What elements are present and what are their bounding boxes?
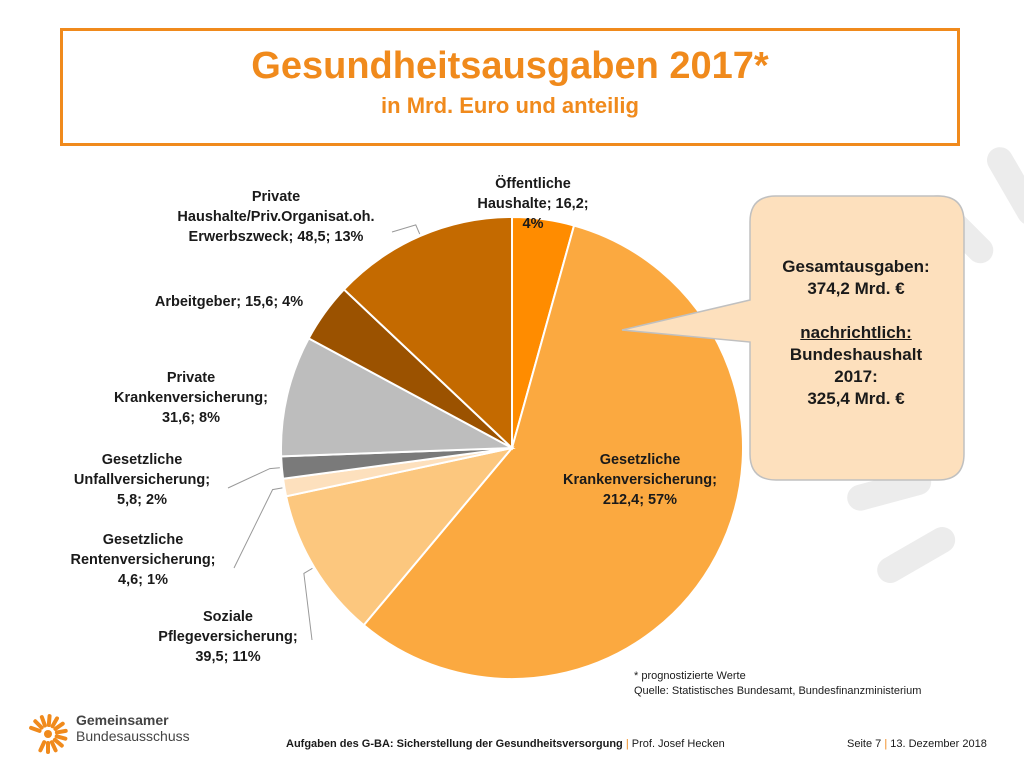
- logo-ray: [50, 716, 59, 729]
- callout-value-budget: 325,4 Mrd. €: [807, 389, 905, 408]
- decor-stripe: [847, 469, 932, 511]
- pie-slice: [362, 224, 744, 680]
- callout-label-budget: Bundeshaushalt: [789, 345, 923, 364]
- slice-label-oeffentliche-haushalte: Öffentliche Haushalte; 16,2; 4%: [477, 176, 589, 232]
- title-box: Gesundheitsausgaben 2017* in Mrd. Euro u…: [60, 28, 960, 146]
- source-notes: * prognostizierte Werte Quelle: Statisti…: [634, 669, 921, 699]
- logo-ray: [46, 714, 52, 728]
- slice-label-gesetzliche-unfallversicherung: Gesetzliche Unfallversicherung; 5,8; 2%: [73, 452, 211, 508]
- decor-stripe: [877, 527, 956, 583]
- pie-slice: [342, 215, 513, 451]
- callout-label-year: 2017:: [834, 367, 878, 386]
- logo-core: [44, 730, 52, 738]
- slice-label-gesetzliche-krankenversicherung: Gesetzliche Krankenversicherung; 212,4; 57…: [563, 452, 717, 508]
- logo-ray: [53, 721, 65, 731]
- footer-date: 13. Dezember 2018: [890, 738, 987, 750]
- footnote: * prognostizierte Werte: [634, 670, 746, 682]
- logo-ray: [38, 740, 47, 753]
- source-line: Quelle: Statistisches Bundesamt, Bundesf…: [634, 685, 922, 697]
- decor-stripe: [987, 147, 1024, 224]
- callout-label-total: Gesamtausgaben:: [782, 257, 930, 276]
- logo-ray: [49, 740, 58, 753]
- callout-total-spending: Gesamtausgaben: 374,2 Mrd. € nachrichtli…: [752, 256, 960, 410]
- slice-label-private-krankenversicherung: Private Krankenversicherung; 31,6; 8%: [114, 370, 268, 426]
- leader-line: [303, 567, 313, 641]
- callout-value-total: 374,2 Mrd. €: [807, 279, 905, 298]
- page-title: Gesundheitsausgaben 2017*: [251, 45, 769, 87]
- logo-ray: [39, 715, 47, 728]
- leader-line: [227, 467, 280, 489]
- logo-ray: [54, 728, 68, 735]
- footer-topic: Aufgaben des G-BA: Sicherstellung der Ge…: [286, 738, 725, 750]
- logo-ray: [52, 737, 64, 748]
- gba-logo: Gemeinsamer Bundesausschuss: [24, 704, 194, 760]
- page-number: Seite 7: [847, 738, 882, 750]
- logo-text-line1: Gemeinsamer: [76, 712, 169, 728]
- page-subtitle: in Mrd. Euro und anteilig: [381, 93, 639, 118]
- logo-ray: [33, 719, 44, 730]
- slice-label-private-haushalte: Private Haushalte/Priv.Organisat.oh. Erwer…: [177, 189, 375, 245]
- pie-slice: [280, 337, 516, 458]
- slice-label-soziale-pflegeversicherung: Soziale Pflegeversicherung; 39,5; 11%: [158, 609, 298, 665]
- logo-ray: [54, 734, 68, 741]
- footer-page-info: Seite 7 | 13. Dezember 2018: [847, 738, 987, 750]
- slice-label-gesetzliche-rentenversicherung: Gesetzliche Rentenversicherung; 4,6; 1%: [70, 532, 216, 588]
- callout-label-note: nachrichtlich:: [800, 323, 912, 342]
- sun-logo-icon: [29, 714, 68, 754]
- leader-line: [391, 224, 421, 235]
- logo-ray: [29, 725, 42, 733]
- callout-bubble: [621, 195, 965, 481]
- pie-slice: [284, 446, 515, 627]
- slice-label-arbeitgeber: Arbeitgeber; 15,6; 4%: [154, 294, 304, 310]
- leader-line: [233, 487, 283, 569]
- logo-text-line2: Bundesausschuss: [76, 728, 190, 744]
